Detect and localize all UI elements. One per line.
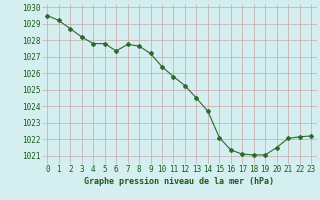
X-axis label: Graphe pression niveau de la mer (hPa): Graphe pression niveau de la mer (hPa) [84, 177, 274, 186]
